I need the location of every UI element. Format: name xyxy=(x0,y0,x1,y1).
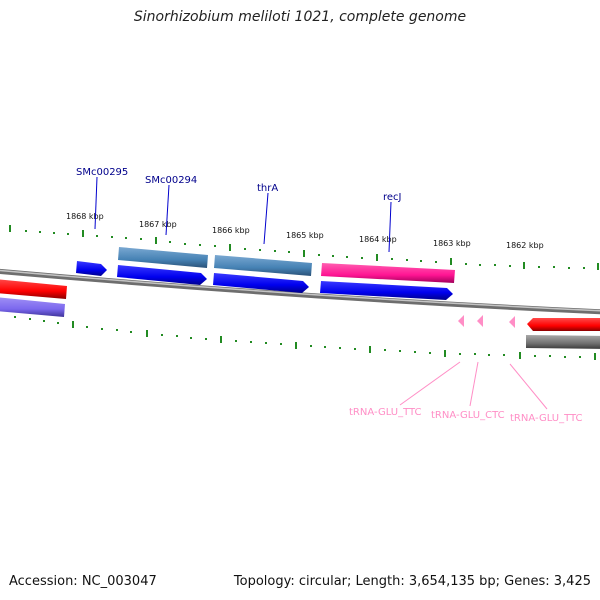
trna-label[interactable]: tRNA-GLU_TTC xyxy=(510,413,583,424)
trna-arrow[interactable] xyxy=(477,315,483,327)
genome-backbone-highlight xyxy=(0,269,600,312)
label-leader xyxy=(469,361,479,407)
cds-arrow[interactable] xyxy=(213,273,309,293)
gray-feature[interactable] xyxy=(526,335,600,349)
tick-label: 1863 kbp xyxy=(433,239,471,248)
gene-feature[interactable] xyxy=(118,247,208,268)
topology-text: Topology: circular; Length: 3,654,135 bp… xyxy=(233,574,591,589)
accession-text: Accession: NC_003047 xyxy=(9,574,157,589)
red-arrow-feature[interactable] xyxy=(527,318,600,331)
tick-label: 1866 kbp xyxy=(212,226,250,235)
cds-arrow[interactable] xyxy=(76,261,107,276)
label-leader xyxy=(509,363,548,410)
trna-arrow[interactable] xyxy=(458,315,464,327)
label-leader xyxy=(165,184,170,236)
red-feature[interactable] xyxy=(0,279,67,299)
gene-label[interactable]: SMc00294 xyxy=(145,175,197,186)
gene-label[interactable]: thrA xyxy=(257,183,278,194)
cds-arrow[interactable] xyxy=(117,265,207,285)
tick-label: 1868 kbp xyxy=(66,212,104,221)
label-leader xyxy=(388,201,392,253)
gene-feature[interactable] xyxy=(214,255,312,276)
outer-tick-row xyxy=(9,225,599,270)
label-leader xyxy=(399,361,461,406)
gene-label[interactable]: recJ xyxy=(383,192,402,203)
genome-backbone xyxy=(0,268,600,315)
tick-label: 1867 kbp xyxy=(139,220,177,229)
label-leader xyxy=(94,176,98,230)
purple-feature[interactable] xyxy=(0,297,65,317)
trna-label[interactable]: tRNA-GLU_CTC xyxy=(431,410,505,421)
trna-label[interactable]: tRNA-GLU_TTC xyxy=(349,407,422,418)
label-leader xyxy=(263,192,269,245)
tick-label: 1865 kbp xyxy=(286,231,324,240)
gene-label[interactable]: SMc00295 xyxy=(76,167,128,178)
trna-arrow[interactable] xyxy=(509,316,515,328)
tick-label: 1864 kbp xyxy=(359,235,397,244)
map-title: Sinorhizobium meliloti 1021, complete ge… xyxy=(133,9,467,25)
inner-tick-row xyxy=(14,316,596,360)
tick-label: 1862 kbp xyxy=(506,241,544,250)
cds-arrow[interactable] xyxy=(320,281,453,300)
pink-feature[interactable] xyxy=(321,263,455,283)
